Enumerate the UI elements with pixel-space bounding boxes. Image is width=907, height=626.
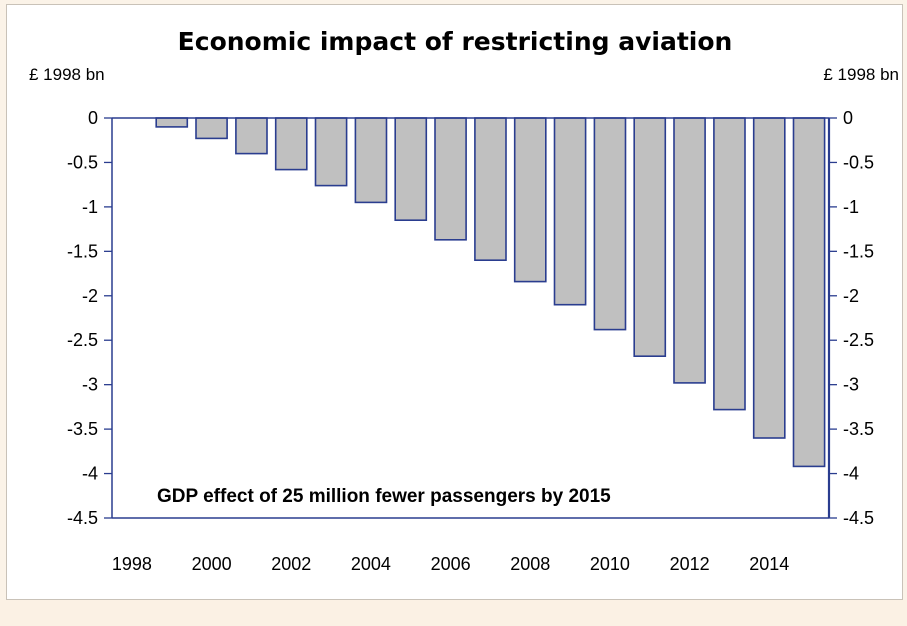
page-bottom-strip bbox=[0, 600, 907, 626]
chart-svg: Economic impact of restricting aviation … bbox=[29, 27, 899, 574]
right-axis-unit-label: £ 1998 bn bbox=[823, 65, 899, 84]
left-y-tick-label: 0 bbox=[88, 108, 98, 128]
bar-2007 bbox=[474, 117, 507, 261]
right-y-tick-label: -1.5 bbox=[843, 241, 874, 261]
x-tick-label-2004: 2004 bbox=[351, 554, 391, 574]
right-y-tick-label: -0.5 bbox=[843, 152, 874, 172]
bar-2009 bbox=[553, 117, 587, 306]
bar-2010 bbox=[593, 117, 627, 331]
left-y-tick-label: -2 bbox=[82, 286, 98, 306]
bar-2002 bbox=[274, 117, 308, 171]
x-tick-label-1998: 1998 bbox=[112, 554, 152, 574]
bar-2015 bbox=[792, 117, 826, 468]
bar-2008 bbox=[513, 117, 547, 283]
bar-2012 bbox=[673, 117, 706, 384]
chart-title: Economic impact of restricting aviation bbox=[178, 27, 733, 56]
x-tick-label-2010: 2010 bbox=[590, 554, 630, 574]
right-y-tick-label: -2 bbox=[843, 286, 859, 306]
right-y-tick-label: -4.5 bbox=[843, 508, 874, 528]
bar-2011 bbox=[633, 117, 667, 357]
right-y-tick-label: -4 bbox=[843, 464, 859, 484]
bar-1999 bbox=[155, 117, 189, 128]
left-y-tick-label: -4.5 bbox=[67, 508, 98, 528]
right-y-tick-label: -2.5 bbox=[843, 330, 874, 350]
bars-layer bbox=[155, 117, 826, 468]
right-y-tick-label: -3 bbox=[843, 375, 859, 395]
chart-annotation: GDP effect of 25 million fewer passenger… bbox=[157, 486, 611, 507]
left-axis-unit-label: £ 1998 bn bbox=[29, 65, 105, 84]
x-tick-label-2006: 2006 bbox=[431, 554, 471, 574]
left-y-tick-label: -1 bbox=[82, 197, 98, 217]
right-y-tick-label: 0 bbox=[843, 108, 853, 128]
x-tick-label-2012: 2012 bbox=[670, 554, 710, 574]
right-y-tick-label: -1 bbox=[843, 197, 859, 217]
x-tick-label-2008: 2008 bbox=[510, 554, 550, 574]
x-tick-label-2002: 2002 bbox=[271, 554, 311, 574]
left-y-tick-label: -3 bbox=[82, 375, 98, 395]
bar-2014 bbox=[752, 117, 786, 439]
axes-layer: 0 0 -0.5 -0.5 -1 -1 -1.5 -1.5 -2 -2 -2.5 -2.5 -3 -3 -3… bbox=[67, 108, 874, 574]
bar-2005 bbox=[394, 117, 428, 221]
x-tick-label-2014: 2014 bbox=[749, 554, 789, 574]
right-y-tick-label: -3.5 bbox=[843, 419, 874, 439]
left-y-tick-label: -3.5 bbox=[67, 419, 98, 439]
left-y-tick-label: -0.5 bbox=[67, 152, 98, 172]
bar-2006 bbox=[434, 117, 467, 241]
chart-frame: Economic impact of restricting aviation … bbox=[6, 4, 903, 600]
bar-2000 bbox=[195, 117, 228, 140]
left-y-tick-label: -1.5 bbox=[67, 241, 98, 261]
bar-2013 bbox=[713, 117, 746, 411]
bar-2001 bbox=[235, 117, 268, 155]
left-y-tick-label: -2.5 bbox=[67, 330, 98, 350]
x-tick-label-2000: 2000 bbox=[192, 554, 232, 574]
bar-2004 bbox=[354, 117, 388, 204]
left-y-tick-label: -4 bbox=[82, 464, 98, 484]
bar-2003 bbox=[314, 117, 348, 187]
